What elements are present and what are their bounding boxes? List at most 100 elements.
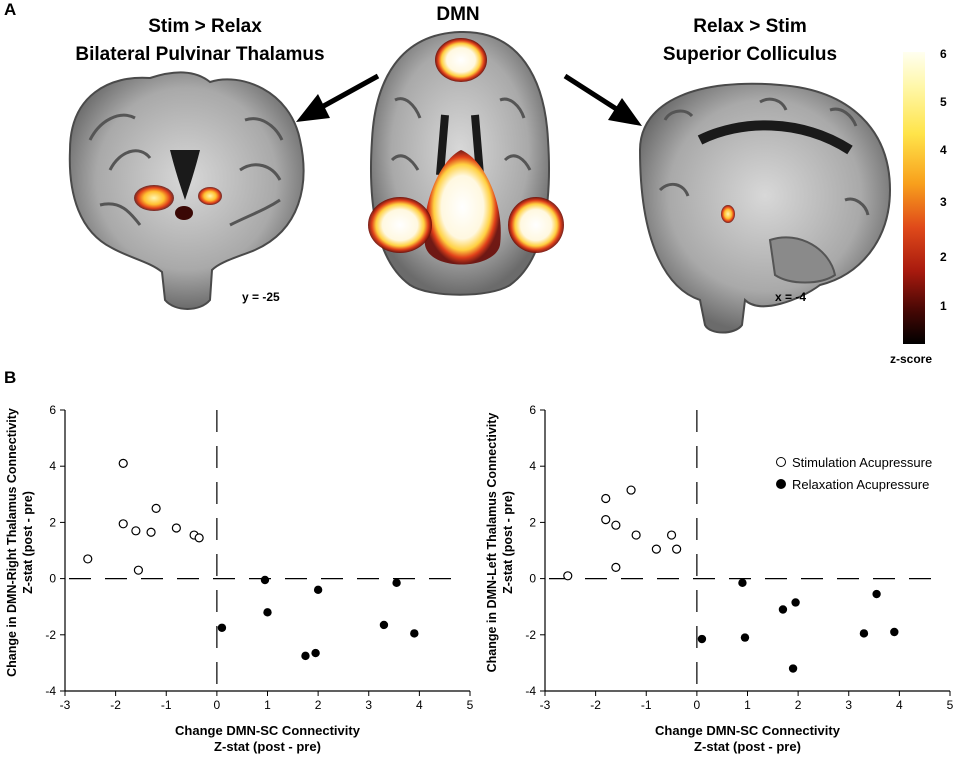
- x-tick-label: 1: [744, 698, 751, 712]
- filled-circle-icon: [776, 479, 786, 489]
- x-tick-label: 0: [214, 698, 221, 712]
- y-axis-label: Z-stat (post - pre): [501, 491, 515, 594]
- x-tick-label: 5: [467, 698, 474, 712]
- colorbar-tick-6: 6: [940, 47, 947, 61]
- data-point-stimulation: [651, 544, 661, 554]
- data-point-stimulation: [133, 565, 144, 575]
- x-tick-label: 2: [795, 698, 802, 712]
- axial-slice-image: [368, 30, 564, 296]
- dmn-title: DMN: [436, 4, 480, 25]
- x-tick-label: 0: [694, 698, 701, 712]
- colorbar-tick-4: 4: [940, 143, 947, 157]
- data-point-relaxation: [410, 629, 419, 638]
- data-point-relaxation: [379, 620, 389, 630]
- x-tick-label: -2: [590, 698, 601, 712]
- data-point-stimulation: [146, 527, 156, 537]
- x-tick-label: -3: [540, 698, 551, 712]
- x-tick-label: 3: [845, 698, 852, 712]
- colorbar-tick-2: 2: [940, 250, 947, 264]
- data-point-relaxation: [313, 585, 323, 595]
- data-point-relaxation: [872, 589, 881, 599]
- coronal-slice-image: [68, 71, 305, 310]
- data-point-stimulation: [601, 493, 611, 504]
- open-circle-icon: [776, 457, 786, 467]
- x-axis-label: Z-stat (post - pre): [694, 739, 801, 754]
- x-tick-label: -1: [641, 698, 652, 712]
- data-point-relaxation: [859, 629, 869, 638]
- data-point-relaxation: [392, 578, 401, 588]
- x-tick-label: -1: [161, 698, 172, 712]
- x-tick-label: 4: [896, 698, 903, 712]
- x-axis-label: Change DMN-SC Connectivity: [655, 723, 841, 738]
- right-title-line1: Relax > Stim: [693, 16, 807, 37]
- y-tick-label: 2: [49, 515, 56, 529]
- y-tick-label: 6: [529, 403, 536, 417]
- x-tick-label: -2: [110, 698, 121, 712]
- data-point-relaxation: [263, 608, 272, 617]
- x-tick-label: 5: [947, 698, 954, 712]
- sagittal-slice-label: x = -4: [775, 290, 807, 304]
- data-point-relaxation: [788, 664, 798, 673]
- x-tick-label: 3: [365, 698, 372, 712]
- y-tick-label: 2: [529, 515, 536, 529]
- y-tick-label: 0: [529, 572, 536, 586]
- data-point-stimulation: [118, 519, 128, 529]
- y-tick-label: -4: [45, 684, 56, 698]
- y-axis-label: Z-stat (post - pre): [21, 491, 35, 594]
- legend: Stimulation Acupressure Relaxation Acupr…: [776, 452, 932, 494]
- data-point-stimulation: [118, 458, 128, 468]
- data-point-stimulation: [83, 554, 93, 564]
- sagittal-slice-image: [638, 82, 892, 334]
- y-tick-label: -4: [525, 684, 536, 698]
- data-point-relaxation: [740, 633, 750, 642]
- data-point-relaxation: [778, 605, 788, 614]
- colorbar: [903, 52, 925, 344]
- data-point-stimulation: [131, 526, 141, 536]
- data-point-stimulation: [194, 533, 204, 543]
- x-tick-label: 4: [416, 698, 423, 712]
- data-point-relaxation: [890, 627, 899, 637]
- x-tick-label: 1: [264, 698, 271, 712]
- brain-figure: [68, 30, 892, 334]
- data-point-stimulation: [151, 503, 161, 513]
- data-point-relaxation: [301, 651, 310, 661]
- data-point-stimulation: [672, 544, 682, 554]
- panel-b-letter: B: [4, 368, 17, 387]
- left-arrow: [296, 73, 380, 122]
- y-tick-label: -2: [525, 628, 536, 642]
- y-tick-label: 4: [49, 459, 56, 473]
- legend-item-relax: Relaxation Acupressure: [776, 474, 932, 494]
- scatter-right-thalamus: -3 -2 -1 0 1 2 3 4 5 -4 -2 0 2 4 6 Change DMN-SC Connec…: [5, 403, 474, 754]
- legend-label-stim: Stimulation Acupressure: [792, 454, 933, 470]
- left-title-line2: Bilateral Pulvinar Thalamus: [75, 44, 325, 65]
- y-axis-label: Change in DMN-Right Thalamus Connectivit…: [5, 408, 19, 677]
- scatter-left-thalamus: -3 -2 -1 0 1 2 3 4 5 -4 -2 0 2 4 6 Change DMN-SC Connec…: [485, 403, 954, 754]
- data-point-stimulation: [611, 562, 621, 572]
- colorbar-tick-3: 3: [940, 195, 947, 209]
- right-arrow: [563, 73, 642, 126]
- data-point-relaxation: [311, 648, 320, 658]
- data-point-stimulation: [626, 485, 636, 495]
- data-point-relaxation: [260, 575, 270, 585]
- colorbar-tick-5: 5: [940, 95, 947, 109]
- data-point-relaxation: [738, 578, 747, 588]
- y-tick-label: 4: [529, 459, 536, 473]
- data-point-stimulation: [631, 530, 641, 540]
- left-title-line1: Stim > Relax: [148, 16, 262, 37]
- data-point-stimulation: [666, 530, 677, 540]
- data-point-stimulation: [171, 523, 181, 533]
- y-axis-label: Change in DMN-Left Thalamus Connectivity: [485, 413, 499, 673]
- x-tick-label: -3: [60, 698, 71, 712]
- panel-a-letter: A: [4, 0, 17, 19]
- data-point-stimulation: [611, 520, 621, 530]
- data-point-stimulation: [601, 514, 611, 525]
- y-tick-label: 0: [49, 572, 56, 586]
- coronal-slice-label: y = -25: [242, 290, 280, 304]
- data-point-relaxation: [791, 598, 800, 607]
- data-point-stimulation: [563, 571, 573, 581]
- x-tick-label: 2: [315, 698, 322, 712]
- data-point-relaxation: [697, 634, 707, 644]
- colorbar-tick-1: 1: [940, 299, 947, 313]
- legend-item-stim: Stimulation Acupressure: [776, 452, 932, 472]
- legend-label-relax: Relaxation Acupressure: [792, 476, 930, 492]
